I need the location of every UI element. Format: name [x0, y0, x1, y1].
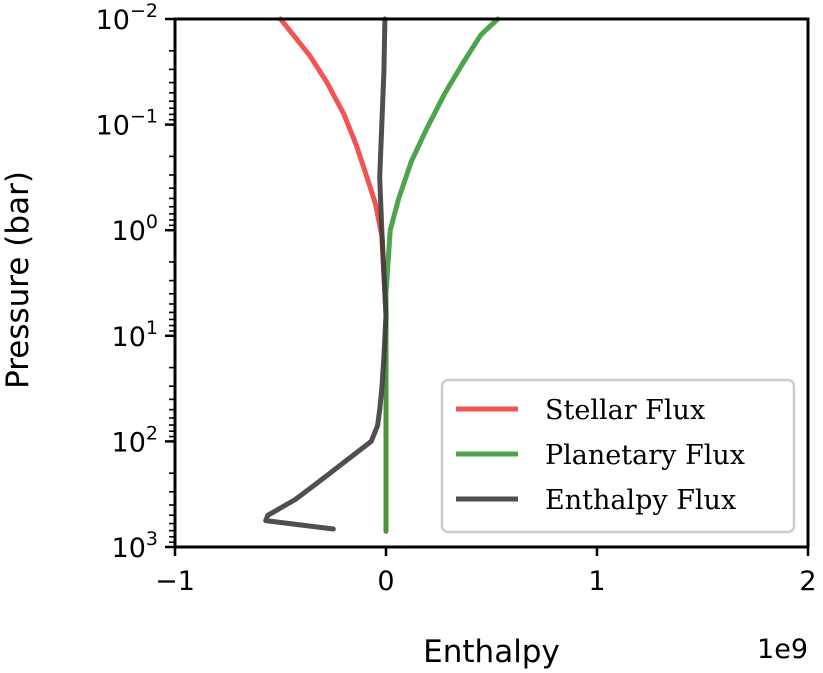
x-tick-label: 1 [588, 566, 605, 597]
y-tick-label: 10−2 [96, 0, 158, 36]
y-axis: 10−2 10−1 100 101 102 103 [96, 0, 175, 564]
legend-label-stellar-flux: Stellar Flux [545, 395, 705, 426]
plot-frame [173, 17, 810, 549]
x-axis: −1 0 1 2 [155, 547, 817, 597]
legend: Stellar Flux Planetary Flux Enthalpy Flux [440, 378, 796, 534]
plot-lines [263, 16, 501, 534]
y-tick-label: 10−1 [96, 106, 158, 142]
x-axis-label: Enthalpy [423, 634, 560, 670]
x-tick-label: −1 [155, 566, 195, 597]
y-tick-label: 100 [112, 211, 158, 247]
series-line-enthalpy-flux [263, 16, 389, 532]
series-line-stellar-flux [278, 16, 389, 534]
legend-label-enthalpy-flux: Enthalpy Flux [545, 485, 736, 516]
y-tick-label: 102 [112, 422, 158, 458]
x-axis-offset-label: 1e9 [757, 634, 808, 665]
y-axis-label: Pressure (bar) [0, 171, 36, 389]
x-tick-label: 2 [799, 566, 816, 597]
legend-box [440, 378, 796, 534]
y-tick-label: 101 [112, 317, 158, 353]
x-tick-label: 0 [377, 566, 394, 597]
y-tick-label: 103 [112, 528, 158, 564]
legend-label-planetary-flux: Planetary Flux [545, 440, 745, 471]
series-line-planetary-flux [383, 16, 501, 534]
